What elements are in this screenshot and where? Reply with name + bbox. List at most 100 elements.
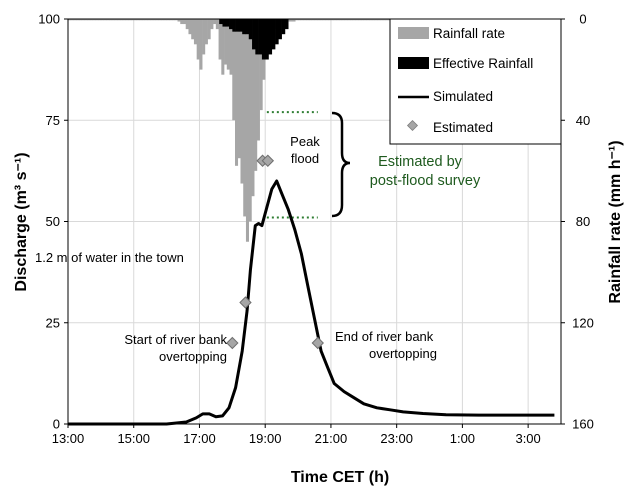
rainfall-bar — [147, 19, 151, 21]
effective-rainfall-bar — [238, 19, 243, 32]
rainfall-bar — [248, 19, 252, 222]
rainfall-bar — [330, 19, 334, 21]
rainfall-bar — [161, 19, 165, 21]
annotation-peak-flood-line1: Peak — [290, 134, 320, 149]
rainfall-bar — [133, 19, 137, 21]
rainfall-bar — [207, 19, 211, 40]
y-right-tick-label: 160 — [572, 417, 594, 432]
rainfall-bar — [180, 19, 184, 25]
rainfall-bar — [169, 19, 173, 21]
x-tick-label: 3:00 — [515, 431, 540, 446]
rainfall-bar — [193, 19, 197, 45]
rainfall-bar — [144, 19, 148, 21]
legend-label-rainfall: Rainfall rate — [433, 26, 505, 41]
rainfall-bar — [215, 19, 219, 30]
annotation-start-overtopping-line2: overtopping — [159, 349, 227, 364]
legend-label-estimated: Estimated — [433, 120, 493, 135]
rainfall-bar — [314, 19, 318, 21]
rainfall-bar — [111, 19, 115, 21]
effective-rainfall-bar — [271, 19, 276, 50]
rainfall-bar — [380, 19, 384, 21]
rainfall-bar — [185, 19, 189, 30]
rainfall-bar — [136, 19, 140, 21]
effective-rainfall-bar — [232, 19, 236, 32]
rainfall-bar — [259, 19, 263, 111]
rainfall-bar — [347, 19, 351, 21]
rainfall-bar — [358, 19, 362, 21]
rainfall-bar — [188, 19, 192, 35]
annotation-start-overtopping-line1: Start of river bank — [124, 332, 227, 347]
rainfall-bar — [308, 19, 312, 21]
legend-swatch-estimated — [406, 119, 419, 132]
rainfall-bar — [235, 19, 239, 166]
y-left-tick-label: 75 — [46, 113, 60, 128]
estimated-point — [261, 154, 275, 167]
x-tick-label: 1:00 — [450, 431, 475, 446]
effective-rainfall-bar — [275, 19, 279, 45]
rainfall-bar — [204, 19, 208, 45]
effective-rainfall-bar — [284, 19, 289, 30]
rainfall-bar — [317, 19, 321, 21]
rainfall-bar — [87, 19, 91, 21]
rainfall-bar — [177, 19, 181, 22]
rainfall-bar — [292, 19, 296, 22]
rainfall-bar — [300, 19, 304, 21]
rainfall-bar — [295, 19, 299, 21]
y-left-tick-label: 100 — [38, 12, 60, 27]
rainfall-bar — [106, 19, 110, 21]
estimated-point — [311, 336, 324, 350]
effective-rainfall-bar — [281, 19, 286, 35]
estimated-markers — [226, 154, 324, 350]
rainfall-bar — [70, 19, 74, 21]
rainfall-bar — [333, 19, 337, 21]
y-left-tick-label: 25 — [46, 315, 60, 330]
rainfall-bar — [199, 19, 203, 70]
rainfall-bar — [92, 19, 96, 21]
y-right-tick-label: 80 — [576, 214, 590, 229]
annotation-end-overtopping-line1: End of river bank — [335, 329, 434, 344]
effective-rainfall-bar — [235, 19, 240, 32]
rainfall-bar — [254, 19, 258, 171]
rainfall-bar — [109, 19, 113, 21]
y-left-tick-label: 50 — [46, 214, 60, 229]
simulated-line-layer — [68, 179, 555, 426]
effective-rainfall-bar — [278, 19, 282, 40]
rainfall-bar — [141, 19, 145, 21]
rainfall-bar — [139, 19, 143, 21]
rainfall-bar — [191, 19, 195, 40]
x-tick-label: 13:00 — [52, 431, 85, 446]
rainfall-bar — [251, 19, 255, 197]
survey-brace — [331, 111, 351, 218]
rainfall-bar — [202, 19, 206, 55]
effective-rainfall-bar — [265, 19, 269, 60]
rainfall-bar — [287, 19, 291, 22]
rainfall-bar — [306, 19, 310, 21]
rainfall-bar — [240, 19, 244, 184]
y-axis-right-title: Rainfall rate (mm h⁻¹) — [607, 140, 624, 303]
rainfall-bar — [84, 19, 88, 21]
legend-label-simulated: Simulated — [433, 89, 493, 104]
rainfall-bar — [98, 19, 102, 21]
legend-label-effective: Effective Rainfall — [433, 56, 533, 71]
rainfall-bar — [182, 19, 187, 25]
rainfall-bar — [125, 19, 129, 21]
legend-swatch-effective — [398, 57, 429, 69]
effective-rainfall-bar — [222, 19, 227, 27]
x-tick-label: 23:00 — [380, 431, 413, 446]
rainfall-bar — [352, 19, 356, 21]
rainfall-bar — [245, 19, 249, 242]
rainfall-bar — [243, 19, 247, 217]
rainfall-bar — [95, 19, 99, 21]
rainfall-bar — [303, 19, 307, 21]
simulated-line — [68, 179, 555, 426]
rainfall-bar — [122, 19, 126, 21]
x-tick-label: 21:00 — [315, 431, 348, 446]
estimated-point — [226, 336, 239, 350]
rainfall-bar — [325, 19, 329, 21]
y-axis-left-title: Discharge (m³ s⁻¹) — [13, 152, 30, 291]
rainfall-bar — [100, 19, 104, 21]
x-tick-label: 17:00 — [183, 431, 216, 446]
rainfall-bar — [68, 19, 72, 21]
rainfall-bar — [311, 19, 315, 21]
